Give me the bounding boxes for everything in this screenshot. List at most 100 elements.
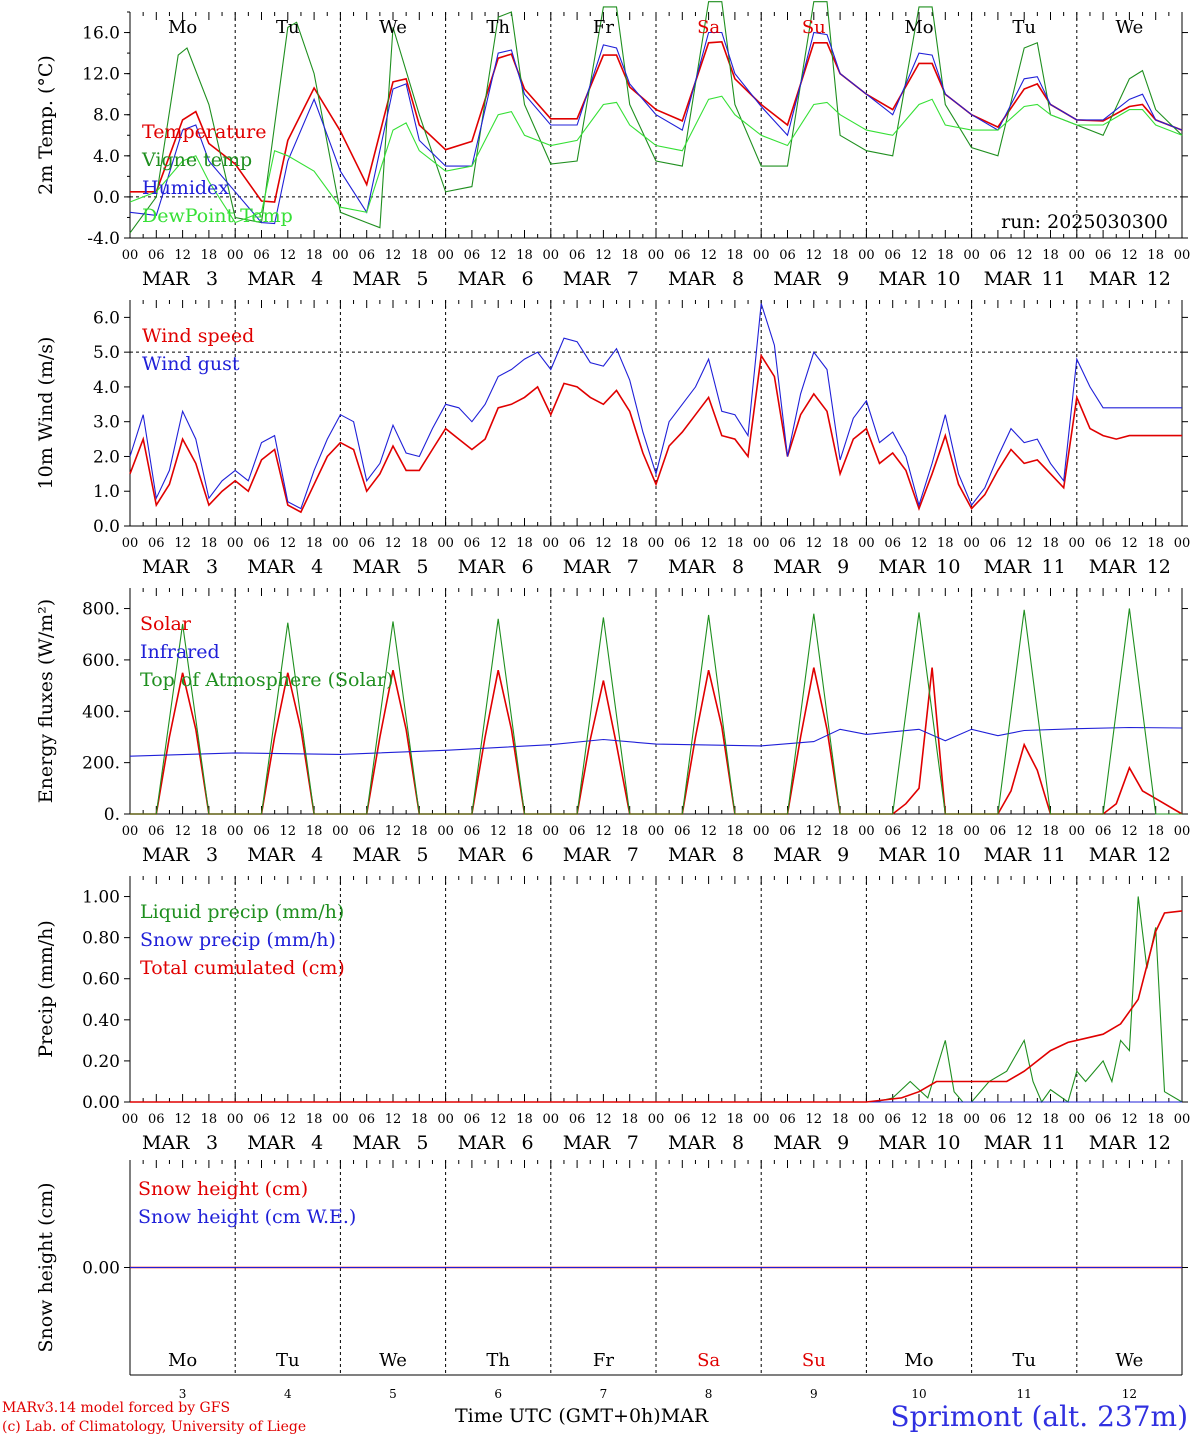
- hour-tick-label: 06: [779, 824, 796, 839]
- legend-entry: Vigne temp: [141, 149, 252, 171]
- date-month-label: MAR: [352, 844, 400, 866]
- hour-tick-label: 06: [569, 536, 586, 551]
- date-day-label: 12: [1147, 556, 1171, 578]
- hour-tick-label: 00: [122, 824, 139, 839]
- date-day-label: 4: [311, 1132, 323, 1154]
- hour-tick-label: 18: [937, 1112, 954, 1127]
- date-number-label: 10: [911, 1387, 926, 1401]
- date-day-label: 11: [1042, 1132, 1066, 1154]
- hour-tick-label: 00: [437, 1112, 454, 1127]
- hour-tick-label: 06: [884, 1112, 901, 1127]
- hour-tick-label: 18: [832, 248, 849, 263]
- y-tick-label: 4.0: [93, 147, 120, 167]
- hour-tick-label: 06: [990, 248, 1007, 263]
- hour-tick-label: 12: [595, 824, 612, 839]
- legend-entry: DewPoint Temp: [142, 205, 293, 227]
- legend-entry: Temperature: [142, 121, 266, 143]
- hour-tick-label: 12: [806, 248, 823, 263]
- hour-tick-label: 06: [358, 1112, 375, 1127]
- hour-tick-label: 00: [332, 248, 349, 263]
- y-tick-label: 200.: [82, 754, 120, 774]
- run-label: run: 2025030300: [1001, 211, 1168, 233]
- hour-tick-label: 18: [201, 1112, 218, 1127]
- hour-tick-label: 00: [332, 824, 349, 839]
- hour-tick-label: 00: [858, 536, 875, 551]
- hour-tick-label: 12: [490, 248, 507, 263]
- legend-entry: Snow height (cm): [138, 1178, 308, 1200]
- hour-tick-label: 18: [621, 824, 638, 839]
- hour-tick-label: 06: [1095, 248, 1112, 263]
- series-humidex: [129, 31, 1183, 225]
- date-day-label: 10: [936, 844, 960, 866]
- hour-tick-label: 18: [411, 248, 428, 263]
- legend-entry: Infrared: [140, 641, 220, 663]
- hour-tick-label: 00: [753, 536, 770, 551]
- series-vigne-temp: [129, 1, 1183, 234]
- hour-tick-label: 06: [779, 536, 796, 551]
- hour-tick-label: 00: [543, 536, 560, 551]
- y-tick-label: 0.: [104, 805, 120, 825]
- hour-tick-label: 06: [569, 824, 586, 839]
- date-month-label: MAR: [563, 556, 611, 578]
- hour-tick-label: 06: [884, 824, 901, 839]
- y-axis-label: Snow height (cm): [35, 1182, 57, 1352]
- y-tick-label: 0.0: [93, 188, 120, 208]
- hour-tick-label: 06: [253, 536, 270, 551]
- date-month-label: MAR: [773, 1132, 821, 1154]
- hour-tick-label: 06: [253, 1112, 270, 1127]
- hour-tick-label: 12: [1016, 248, 1033, 263]
- hour-tick-label: 12: [911, 1112, 928, 1127]
- hour-tick-label: 12: [806, 536, 823, 551]
- date-month-label: MAR: [668, 556, 716, 578]
- hour-tick-label: 00: [437, 536, 454, 551]
- legend-entry: Total cumulated (cm): [140, 957, 345, 979]
- date-number-label: 9: [810, 1387, 818, 1401]
- hour-tick-label: 00: [648, 248, 665, 263]
- date-month-label: MAR: [668, 268, 716, 290]
- hour-tick-label: 00: [122, 248, 139, 263]
- weekday-label: Su: [802, 17, 826, 38]
- y-tick-label: 12.0: [82, 65, 120, 85]
- date-month-label: MAR: [247, 1132, 295, 1154]
- date-day-label: 3: [206, 1132, 218, 1154]
- hour-tick-label: 06: [1095, 536, 1112, 551]
- hour-tick-label: 18: [516, 248, 533, 263]
- y-tick-label: 0.00: [82, 1093, 120, 1113]
- hour-tick-label: 00: [858, 1112, 875, 1127]
- hour-tick-label: 18: [621, 536, 638, 551]
- weekday-label: We: [379, 17, 407, 38]
- hour-tick-label: 00: [1174, 248, 1191, 263]
- hour-tick-label: 00: [543, 824, 560, 839]
- panel-1: -4.0 0.0 4.0 8.0 12.0 16.0 2m Temp. (°C) Temper…: [35, 1, 1191, 290]
- date-day-label: 3: [206, 556, 218, 578]
- hour-tick-label: 00: [227, 536, 244, 551]
- hour-tick-label: 18: [306, 248, 323, 263]
- hour-tick-label: 00: [122, 536, 139, 551]
- hour-tick-label: 06: [674, 248, 691, 263]
- hour-tick-label: 06: [569, 248, 586, 263]
- date-month-label: MAR: [458, 556, 506, 578]
- y-axis-label: 10m Wind (m/s): [35, 337, 57, 490]
- hour-tick-label: 12: [280, 824, 297, 839]
- hour-tick-label: 00: [858, 824, 875, 839]
- hour-tick-label: 12: [174, 1112, 191, 1127]
- hour-tick-label: 06: [464, 1112, 481, 1127]
- y-tick-label: 4.0: [93, 378, 120, 398]
- date-month-label: MAR: [984, 1132, 1032, 1154]
- date-number-label: 8: [705, 1387, 713, 1401]
- date-day-label: 11: [1042, 268, 1066, 290]
- hour-tick-label: 18: [937, 824, 954, 839]
- hour-tick-label: 18: [516, 1112, 533, 1127]
- hour-tick-label: 06: [148, 1112, 165, 1127]
- date-month-label: MAR: [247, 268, 295, 290]
- y-tick-label: 8.0: [93, 106, 120, 126]
- hour-tick-label: 18: [1042, 248, 1059, 263]
- hour-tick-label: 12: [385, 824, 402, 839]
- hour-tick-label: 06: [779, 1112, 796, 1127]
- date-month-label: MAR: [1089, 556, 1137, 578]
- hour-tick-label: 18: [727, 1112, 744, 1127]
- date-month-label: MAR: [458, 1132, 506, 1154]
- date-number-label: 3: [179, 1387, 187, 1401]
- date-day-label: 6: [522, 268, 534, 290]
- hour-tick-label: 12: [1016, 536, 1033, 551]
